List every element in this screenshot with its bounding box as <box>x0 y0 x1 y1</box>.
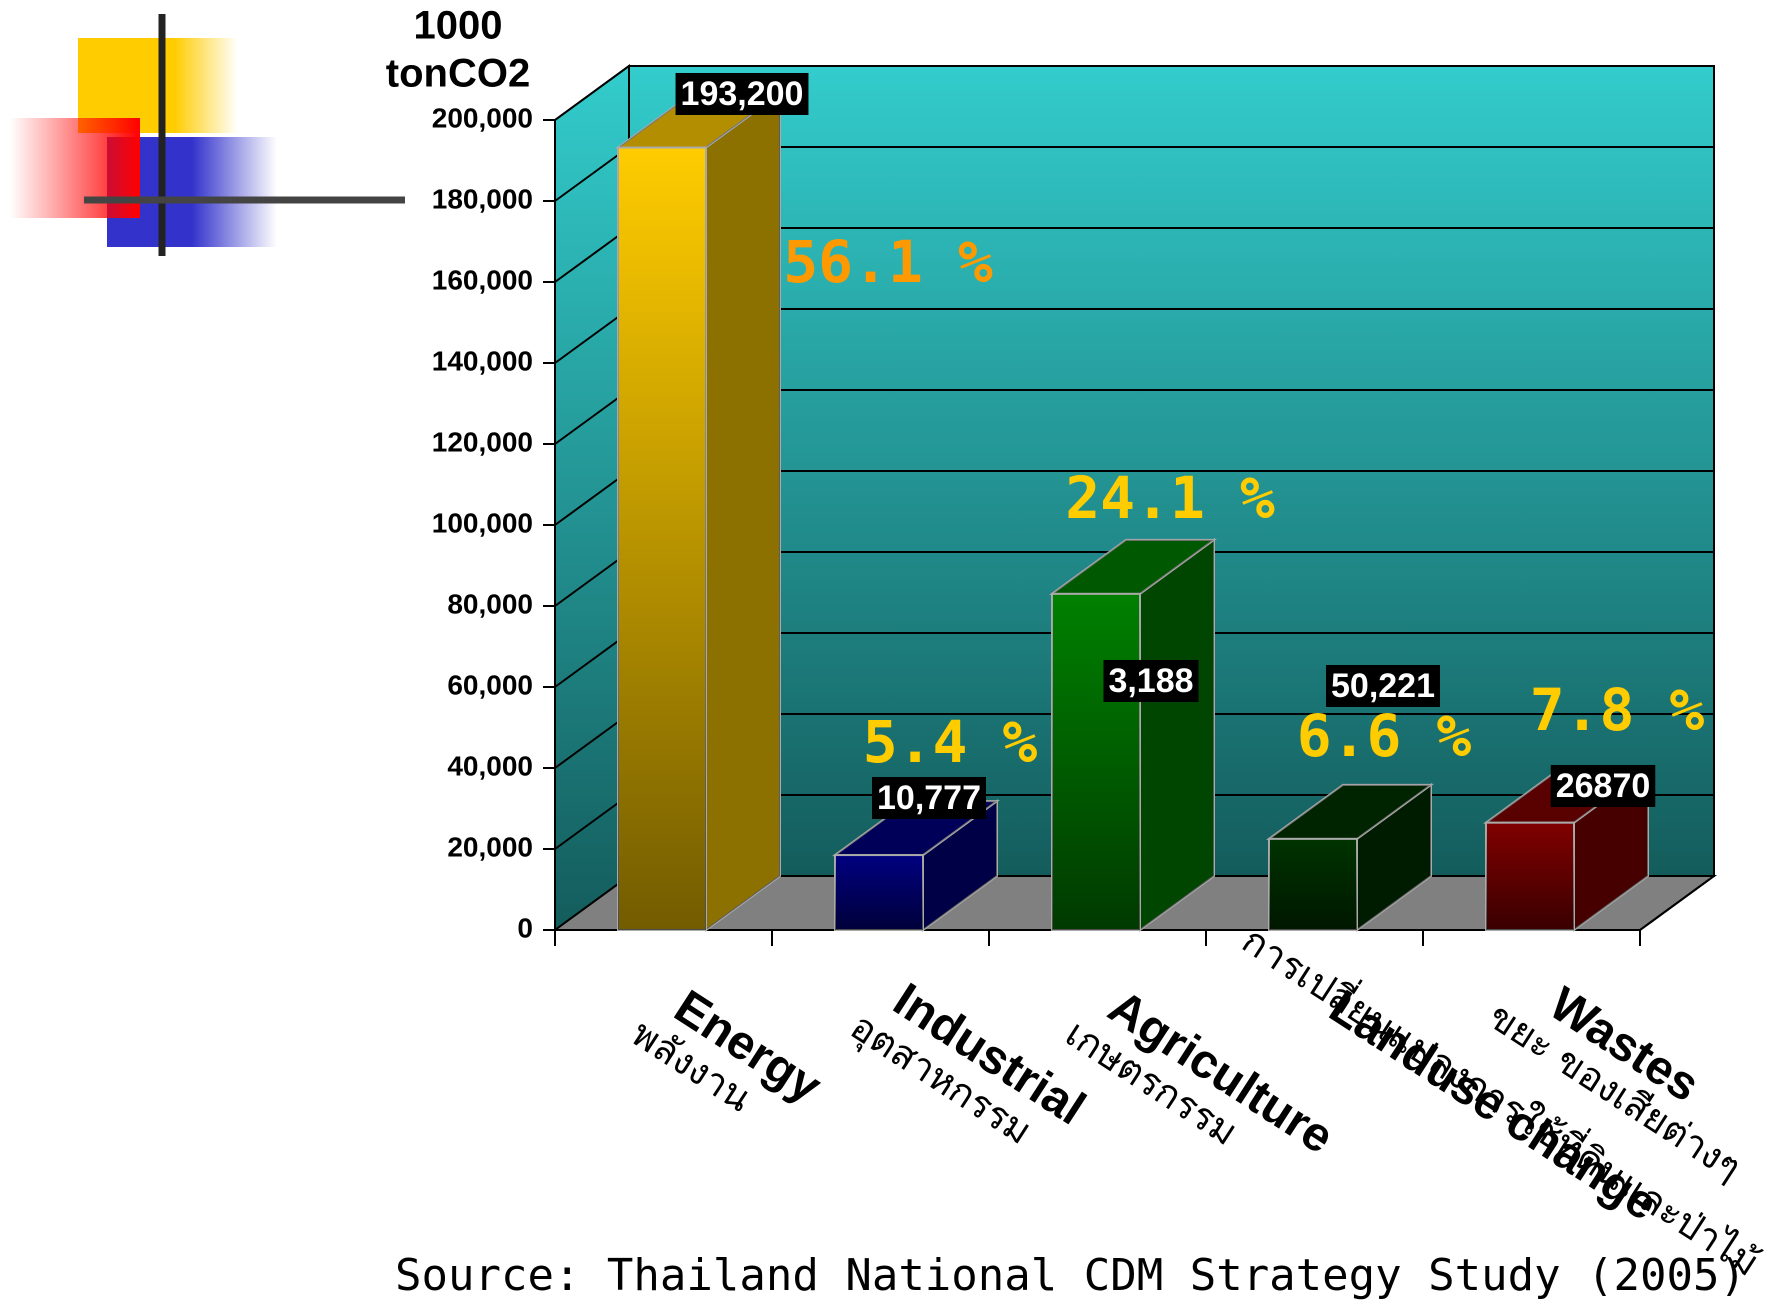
value-label: 26870 <box>1551 765 1656 807</box>
value-label-text: 50,221 <box>1331 667 1435 705</box>
bar-side-shade <box>1140 540 1214 930</box>
percent-label: 7.8 % <box>1530 676 1705 744</box>
y-tick-label: 100,000 <box>432 507 533 538</box>
y-tick-label: 60,000 <box>447 669 533 700</box>
bar-front-shade <box>618 148 706 930</box>
bar-front-shade <box>1269 839 1357 930</box>
y-axis-title: 1000 <box>414 4 503 48</box>
value-label-text: 26870 <box>1556 767 1651 805</box>
y-tick-label: 20,000 <box>447 831 533 862</box>
value-label: 50,221 <box>1326 665 1440 707</box>
bar-front-shade <box>1486 823 1574 930</box>
logo <box>10 14 405 256</box>
percent-label: 5.4 % <box>863 708 1038 776</box>
y-axis-title: tonCO2 <box>386 52 530 96</box>
category-subtitle: การเปลี่ยนแปลงการใช้ที่ดินและป่าไม้ <box>1234 914 1769 1285</box>
y-tick-label: 0 <box>517 912 533 943</box>
y-tick-label: 180,000 <box>432 183 533 214</box>
value-label: 3,188 <box>1103 660 1198 702</box>
bar-front-shade <box>1052 594 1140 930</box>
y-tick-label: 40,000 <box>447 750 533 781</box>
y-tick-label: 120,000 <box>432 426 533 457</box>
y-tick-label: 200,000 <box>432 102 533 133</box>
value-label-text: 193,200 <box>681 75 804 113</box>
bar-front-shade <box>835 855 923 930</box>
chart: 1000 tonCO2 Source: Thailand National CD… <box>0 0 1782 1305</box>
percent-label: 6.6 % <box>1297 702 1472 770</box>
value-label-text: 3,188 <box>1108 662 1193 700</box>
page: 1000 tonCO2 Source: Thailand National CD… <box>0 0 1782 1305</box>
value-label-text: 10,777 <box>877 779 981 817</box>
y-tick-label: 80,000 <box>447 588 533 619</box>
value-label: 193,200 <box>676 73 809 115</box>
percent-label: 24.1 % <box>1065 464 1275 532</box>
bar-side-shade <box>706 94 780 930</box>
percent-label: 56.1 % <box>783 228 993 296</box>
source-note: Source: Thailand National CDM Strategy S… <box>395 1250 1746 1301</box>
y-tick-label: 160,000 <box>432 264 533 295</box>
bar <box>1052 540 1214 930</box>
y-tick-label: 140,000 <box>432 345 533 376</box>
value-label: 10,777 <box>872 777 986 819</box>
bar <box>618 94 780 930</box>
